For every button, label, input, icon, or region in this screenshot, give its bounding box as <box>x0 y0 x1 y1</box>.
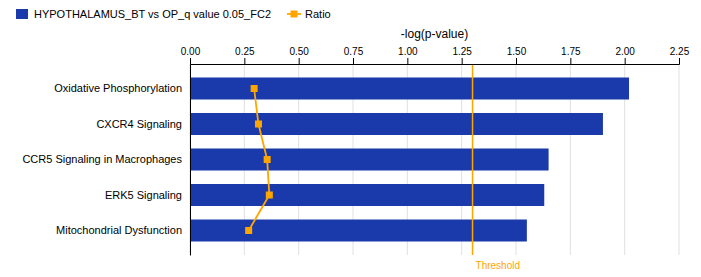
x-tick: 1.50 <box>507 46 527 64</box>
marker <box>251 85 258 92</box>
y-tick: Oxidative Phosphorylation <box>54 82 190 94</box>
x-tick: 1.25 <box>452 46 472 64</box>
x-axis-title: -log(p-value) <box>401 27 468 41</box>
x-tick: 0.75 <box>344 46 364 64</box>
y-tick: Mitochondrial Dysfunction <box>56 224 190 236</box>
x-tick-label: 1.50 <box>507 46 527 57</box>
legend-item: HYPOTHALAMUS_BT vs OP_q value 0.05_FC2 <box>16 8 271 20</box>
legend-label: Ratio <box>305 8 331 20</box>
bar <box>190 113 603 135</box>
chart: 0.00 0.25 0.50 0.75 1.00 1.25 1.50 1.75 2.00 2.25… <box>0 0 701 277</box>
marker <box>245 227 252 234</box>
marker <box>266 192 273 199</box>
x-tick-mark <box>570 58 571 64</box>
grid <box>190 64 679 255</box>
y-tick: ERK5 Signaling <box>105 189 190 201</box>
y-tick-label: CCR5 Signaling in Macrophages <box>22 153 182 165</box>
x-tick-mark <box>462 58 463 64</box>
line-series <box>245 85 273 234</box>
x-tick-label: 2.00 <box>615 46 635 57</box>
threshold-label: Threshold <box>476 260 520 271</box>
threshold-line <box>472 64 474 255</box>
x-tick: 0.00 <box>181 46 201 64</box>
x-tick-label: 0.00 <box>181 46 201 57</box>
marks <box>190 64 629 255</box>
x-tick-label: 0.25 <box>235 46 255 57</box>
x-tick: 0.25 <box>235 46 255 64</box>
x-tick-mark <box>407 58 408 64</box>
y-tick: CCR5 Signaling in Macrophages <box>22 153 190 165</box>
y-tick: CXCR4 Signaling <box>96 118 190 130</box>
x-tick: 1.00 <box>398 46 418 64</box>
y-axis: Oxidative Phosphorylation CXCR4 Signaling… <box>22 65 190 256</box>
x-tick: 2.00 <box>615 46 635 64</box>
x-tick-label: 1.25 <box>452 46 472 57</box>
x-tick-mark <box>679 58 680 64</box>
x-tick-mark <box>516 58 517 64</box>
x-tick-label: 0.50 <box>289 46 309 57</box>
plot: 0.00 0.25 0.50 0.75 1.00 1.25 1.50 1.75 2.00 2.25… <box>22 27 689 271</box>
bar <box>190 184 544 206</box>
bar <box>190 219 527 241</box>
grid-line <box>190 64 191 255</box>
x-tick-label: 0.75 <box>344 46 364 57</box>
x-tick-mark <box>244 58 245 64</box>
x-tick-mark <box>353 58 354 64</box>
x-tick-label: 2.25 <box>670 46 690 57</box>
x-tick: 1.75 <box>561 46 581 64</box>
y-tick-label: ERK5 Signaling <box>105 189 182 201</box>
marker <box>255 120 262 127</box>
bar <box>190 148 549 170</box>
y-tick-label: CXCR4 Signaling <box>96 118 182 130</box>
legend-swatch <box>16 9 28 19</box>
marker <box>264 156 271 163</box>
legend-swatch-marker <box>291 11 298 18</box>
x-tick-mark <box>190 58 191 64</box>
x-axis-line <box>191 58 680 65</box>
grid-line <box>679 64 680 255</box>
legend: HYPOTHALAMUS_BT vs OP_q value 0.05_FC2 Ra… <box>16 8 331 20</box>
legend-label: HYPOTHALAMUS_BT vs OP_q value 0.05_FC2 <box>34 8 271 20</box>
x-tick-label: 1.75 <box>561 46 581 57</box>
x-tick: 0.50 <box>289 46 309 64</box>
bar-series <box>190 77 629 241</box>
x-tick: 2.25 <box>670 46 690 64</box>
y-tick-label: Mitochondrial Dysfunction <box>56 224 182 236</box>
y-tick-label: Oxidative Phosphorylation <box>54 82 182 94</box>
x-tick-label: 1.00 <box>398 46 418 57</box>
x-tick-mark <box>299 58 300 64</box>
y-axis-line <box>190 65 191 256</box>
x-axis: 0.00 0.25 0.50 0.75 1.00 1.25 1.50 1.75 2.00 2.25 <box>181 46 690 65</box>
x-tick-mark <box>625 58 626 64</box>
legend-item: Ratio <box>287 8 331 20</box>
